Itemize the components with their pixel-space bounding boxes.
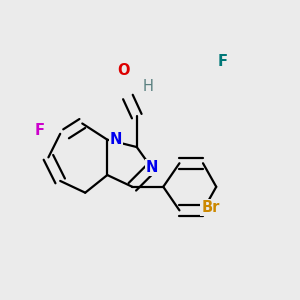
Text: N: N [110, 132, 122, 147]
Text: O: O [117, 63, 130, 78]
Text: F: F [217, 54, 227, 69]
Text: N: N [145, 160, 158, 175]
Text: H: H [143, 79, 154, 94]
Text: F: F [34, 123, 45, 138]
Text: Br: Br [201, 200, 220, 215]
